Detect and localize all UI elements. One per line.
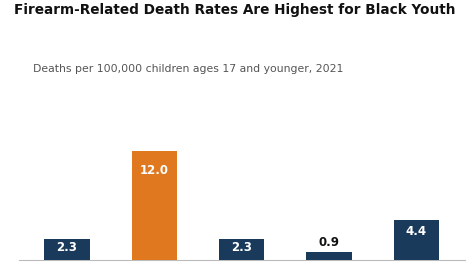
Text: 0.9: 0.9 — [319, 236, 339, 249]
Bar — [219, 239, 264, 260]
Text: Deaths per 100,000 children ages 17 and younger, 2021: Deaths per 100,000 children ages 17 and … — [33, 64, 344, 74]
Bar — [132, 151, 177, 260]
Text: 12.0: 12.0 — [140, 164, 169, 177]
Text: 2.3: 2.3 — [56, 241, 77, 254]
Bar — [306, 251, 352, 260]
Bar — [394, 220, 439, 260]
Text: Firearm-Related Death Rates Are Highest for Black Youth: Firearm-Related Death Rates Are Highest … — [14, 3, 456, 17]
Text: 4.4: 4.4 — [406, 224, 427, 237]
Bar — [44, 239, 90, 260]
Text: 2.3: 2.3 — [231, 241, 252, 254]
